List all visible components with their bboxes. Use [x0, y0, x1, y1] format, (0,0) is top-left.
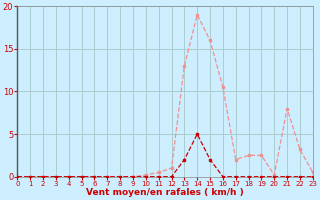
X-axis label: Vent moyen/en rafales ( km/h ): Vent moyen/en rafales ( km/h ) [86, 188, 244, 197]
